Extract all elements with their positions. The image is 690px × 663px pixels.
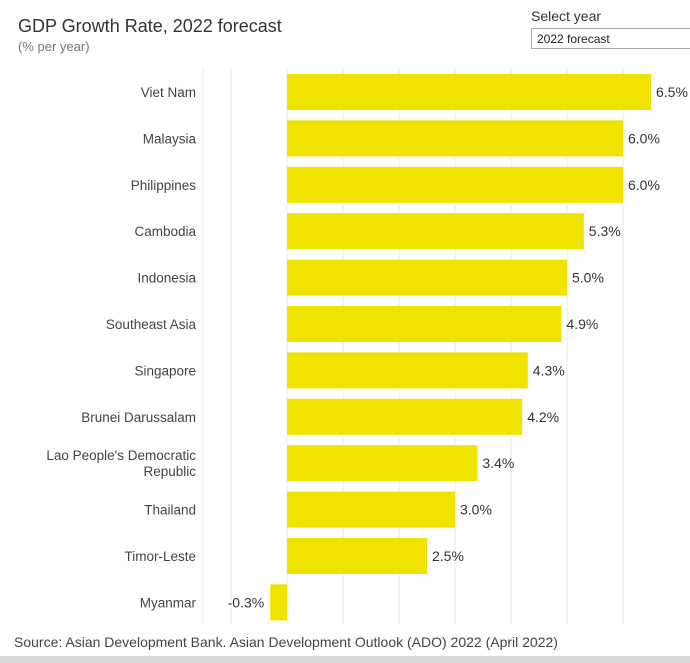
- bar: [287, 398, 523, 435]
- bar: [287, 538, 427, 574]
- bar: [287, 306, 562, 342]
- category-label: Timor-Leste: [124, 549, 196, 564]
- data-label: 6.0%: [628, 177, 660, 193]
- bar: [287, 352, 528, 389]
- category-label: Philippines: [131, 178, 197, 193]
- category-label: Myanmar: [140, 595, 197, 610]
- chart-subtitle: (% per year): [18, 39, 90, 54]
- bar: [287, 445, 478, 482]
- category-label: Viet Nam: [141, 85, 196, 100]
- data-label: 6.5%: [656, 84, 688, 100]
- category-label: Southeast Asia: [106, 317, 197, 332]
- data-label: 3.0%: [460, 502, 492, 518]
- category-label: Republic: [143, 464, 196, 479]
- category-label: Indonesia: [137, 271, 196, 286]
- source-note: Source: Asian Development Bank. Asian De…: [14, 634, 558, 650]
- data-label: 4.9%: [566, 316, 598, 332]
- bar: [287, 74, 651, 110]
- data-label: 4.3%: [533, 362, 565, 378]
- data-label: 5.0%: [572, 270, 604, 286]
- select-year-dropdown[interactable]: 2022 forecast: [531, 28, 690, 49]
- bar: [287, 259, 567, 296]
- bar: [287, 120, 623, 157]
- category-label: Singapore: [134, 363, 196, 378]
- horizontal-scrollbar[interactable]: [0, 656, 690, 663]
- category-label: Lao People's Democratic: [46, 448, 196, 463]
- chart-title: GDP Growth Rate, 2022 forecast: [18, 16, 282, 36]
- data-label: 3.4%: [482, 455, 514, 471]
- category-label: Malaysia: [143, 131, 197, 146]
- bar: [287, 213, 584, 250]
- category-label: Thailand: [144, 503, 196, 518]
- data-label: 4.2%: [527, 409, 559, 425]
- bar: [287, 166, 623, 203]
- data-label: 6.0%: [628, 130, 660, 146]
- category-label: Brunei Darussalam: [81, 410, 196, 425]
- select-year-label: Select year: [531, 8, 602, 24]
- data-label: -0.3%: [228, 594, 265, 610]
- bar: [287, 491, 455, 528]
- bar: [270, 584, 287, 621]
- category-label: Cambodia: [134, 224, 196, 239]
- data-label: 2.5%: [432, 548, 464, 564]
- data-label: 5.3%: [589, 223, 621, 239]
